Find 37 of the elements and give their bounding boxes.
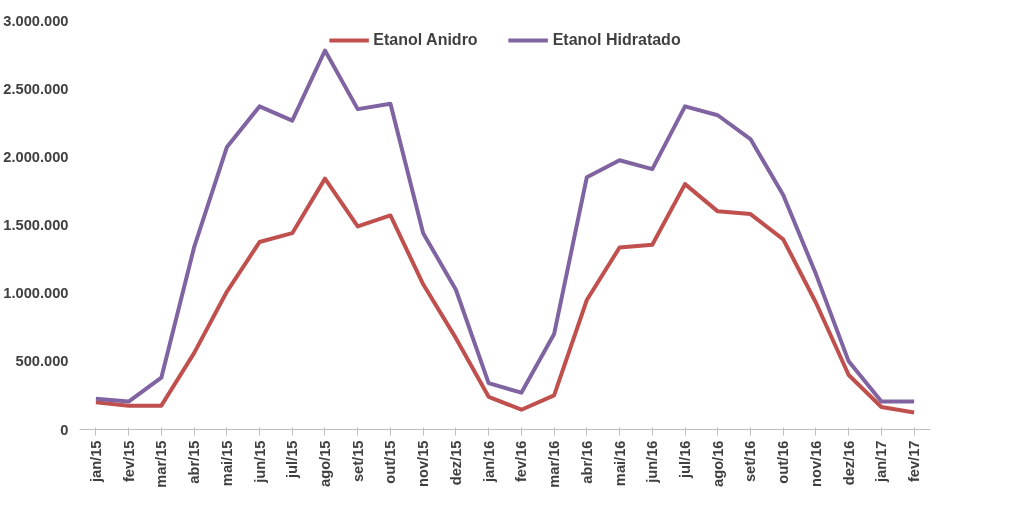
x-tick-label: nov/16 [807,440,824,487]
y-tick-label: 1.500.000 [3,217,69,233]
x-tick-label: mar/16 [546,440,563,488]
y-tick-label: 500.000 [15,353,69,370]
x-tick-label: abr/16 [578,440,595,484]
x-tick-label: out/16 [775,440,792,484]
x-tick-label: jun/16 [644,440,661,484]
y-tick-label: 2.500.000 [3,80,69,97]
y-tick-label: 0 [60,421,69,438]
y-tick-label: 1.000.000 [3,285,69,302]
x-tick-label: fev/15 [120,440,137,483]
x-tick-label: jul/16 [677,440,694,479]
x-tick-label: out/15 [382,440,399,484]
x-tick-label: jun/15 [251,440,268,484]
line-series [93,176,917,415]
x-tick-label: mar/15 [153,440,170,488]
x-tick-label: mai/15 [218,440,235,487]
x-tick-label: jul/15 [284,440,301,479]
x-tick-label: jan/17 [873,440,890,484]
x-tick-label: dez/15 [447,440,464,486]
x-tick-label: ago/15 [316,440,333,487]
x-tick-label: nov/15 [415,440,432,487]
x-tick-label: abr/15 [186,440,203,484]
x-tick-label: mai/16 [611,440,628,487]
legend-label: Etanol Anidro [373,31,478,49]
line-series [93,48,917,404]
x-tick-label: jan/15 [87,440,104,484]
y-tick-label: 3.000.000 [3,12,69,29]
x-tick-label: set/15 [349,440,366,483]
x-tick-label: fev/16 [513,440,530,483]
x-tick-label: jan/16 [480,440,497,484]
y-tick-label: 2.000.000 [3,148,69,165]
legend-label: Etanol Hidratado [552,31,681,49]
x-tick-label: fev/17 [906,440,923,483]
x-tick-label: ago/16 [709,440,726,487]
x-tick-label: set/16 [742,440,759,483]
x-tick-label: dez/16 [840,440,857,486]
